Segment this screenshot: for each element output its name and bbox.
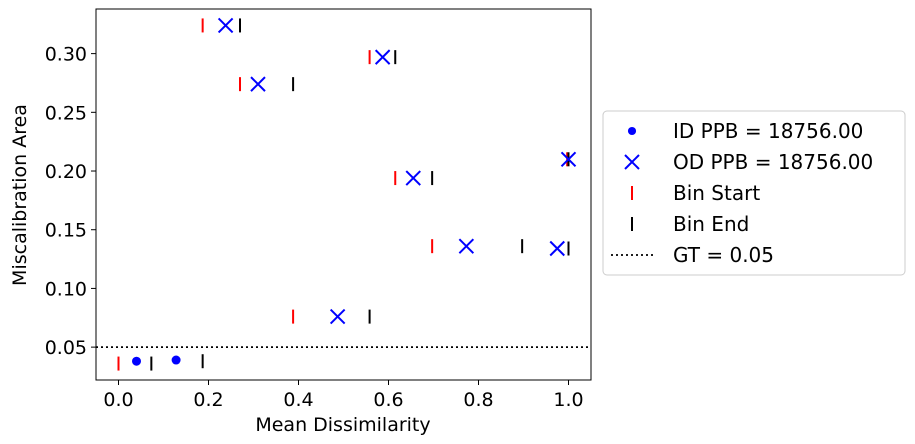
y-tick-label-2: 0.15 (45, 220, 87, 242)
point-od-ppb-18756-00-1 (374, 49, 391, 65)
x-axis-ticks: 0.0 0.2 0.4 0.6 0.8 1.0 (103, 380, 584, 411)
point-id-ppb-18756-00-1 (171, 355, 181, 365)
y-tick-label-3: 0.20 (45, 161, 87, 183)
legend-label-0: ID PPB = 18756.00 (673, 119, 863, 143)
x-tick-label-2: 0.4 (283, 389, 313, 411)
point-od-ppb-18756-00-7-stroke-b (329, 308, 346, 325)
y-axis-ticks: 0.05 0.10 0.15 0.20 0.25 0.30 (45, 44, 96, 359)
point-od-ppb-18756-00-2 (250, 76, 266, 92)
y-tick-label-4: 0.25 (45, 102, 87, 124)
legend: ID PPB = 18756.00 OD PPB = 18756.00 Bin St… (602, 110, 906, 276)
legend-marker-1-stroke-b (624, 154, 640, 170)
point-od-ppb-18756-00-4 (405, 170, 421, 186)
x-tick-label-4: 0.8 (463, 389, 493, 411)
legend-marker-0 (627, 126, 637, 136)
y-tick-label-5: 0.30 (45, 44, 87, 66)
x-tick-label-1: 0.2 (193, 389, 223, 411)
point-od-ppb-18756-00-2-stroke-b (250, 76, 266, 92)
x-tick-label-5: 1.0 (553, 389, 583, 411)
point-od-ppb-18756-00-0 (217, 17, 234, 34)
legend-label-2: Bin Start (673, 181, 760, 205)
point-od-ppb-18756-00-5 (458, 238, 475, 254)
point-od-ppb-18756-00-0-stroke-b (217, 17, 234, 34)
legend-label-4: GT = 0.05 (673, 243, 774, 267)
point-od-ppb-18756-00-7 (329, 308, 346, 325)
legend-label-1: OD PPB = 18756.00 (673, 150, 873, 174)
point-od-ppb-18756-00-4-stroke-b (405, 170, 421, 186)
legend-marker-1 (624, 154, 640, 170)
x-tick-label-3: 0.6 (373, 389, 403, 411)
point-od-ppb-18756-00-6-stroke-b (549, 240, 565, 257)
legend-box (602, 110, 906, 276)
point-od-ppb-18756-00-1-stroke-b (374, 49, 391, 65)
y-tick-label-0: 0.05 (45, 337, 87, 359)
plot-frame (95, 8, 592, 381)
point-od-ppb-18756-00-3 (560, 151, 577, 167)
point-id-ppb-18756-00-0 (132, 356, 141, 366)
x-axis-label: Mean Dissimilarity (255, 414, 430, 436)
point-od-ppb-18756-00-6 (549, 240, 565, 257)
y-tick-label-1: 0.10 (45, 278, 87, 300)
plot-marks (96, 17, 591, 371)
point-od-ppb-18756-00-3-stroke-b (560, 151, 577, 167)
x-tick-label-0: 0.0 (103, 389, 133, 411)
point-od-ppb-18756-00-5-stroke-b (458, 238, 475, 254)
y-axis-label: Miscalibration Area (9, 104, 31, 286)
legend-label-3: Bin End (673, 212, 749, 236)
